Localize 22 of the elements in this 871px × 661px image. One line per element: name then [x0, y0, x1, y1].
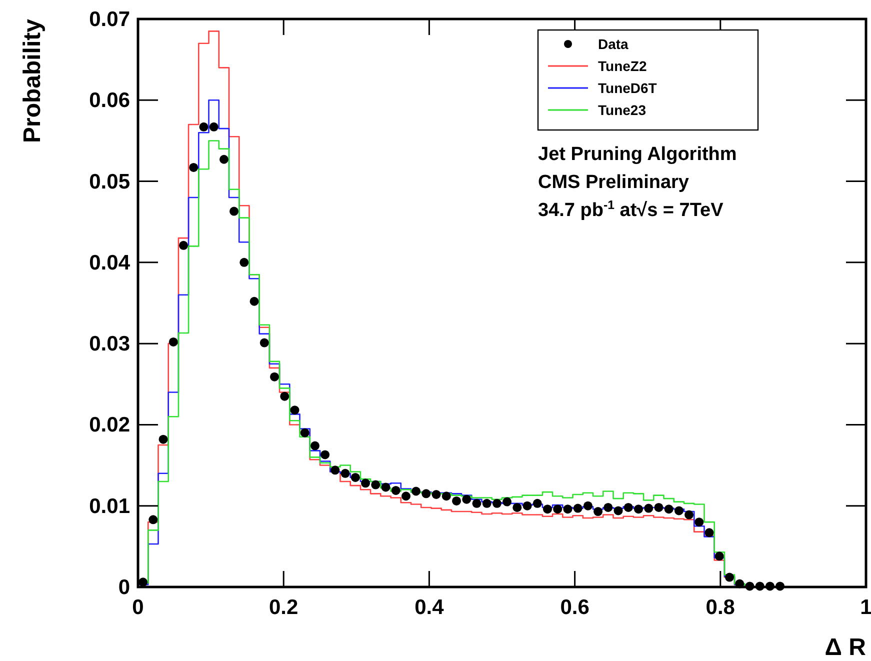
x-tick-label: 0.6: [560, 596, 590, 619]
x-axis-title: Δ R: [824, 634, 866, 661]
x-tick-label: 1: [860, 596, 871, 619]
y-tick-label: 0.07: [89, 8, 130, 31]
x-tick-label: 0.2: [269, 596, 298, 619]
y-tick-label: 0.06: [89, 89, 130, 112]
legend-label: TuneD6T: [598, 80, 658, 96]
y-tick-label: 0.02: [89, 414, 130, 437]
annotation: Jet Pruning Algorithm: [538, 144, 737, 165]
y-tick-label: 0: [118, 576, 130, 599]
legend-label: TuneZ2: [598, 58, 647, 74]
x-tick-label: 0.4: [414, 596, 444, 619]
x-tick-label: 0.8: [706, 596, 736, 619]
annotation: CMS Preliminary: [538, 172, 690, 193]
annotation: 34.7 pb$^{-1}$ at√s = 7TeV: [538, 198, 724, 221]
legend-label: Tune23: [598, 102, 646, 118]
y-axis-title: Probability: [19, 18, 46, 144]
legend-label: Data: [598, 36, 629, 52]
y-tick-label: 0.01: [89, 494, 130, 518]
y-tick-label: 0.04: [89, 251, 130, 274]
y-tick-label: 0.03: [89, 332, 130, 356]
y-tick-label: 0.05: [89, 170, 130, 194]
